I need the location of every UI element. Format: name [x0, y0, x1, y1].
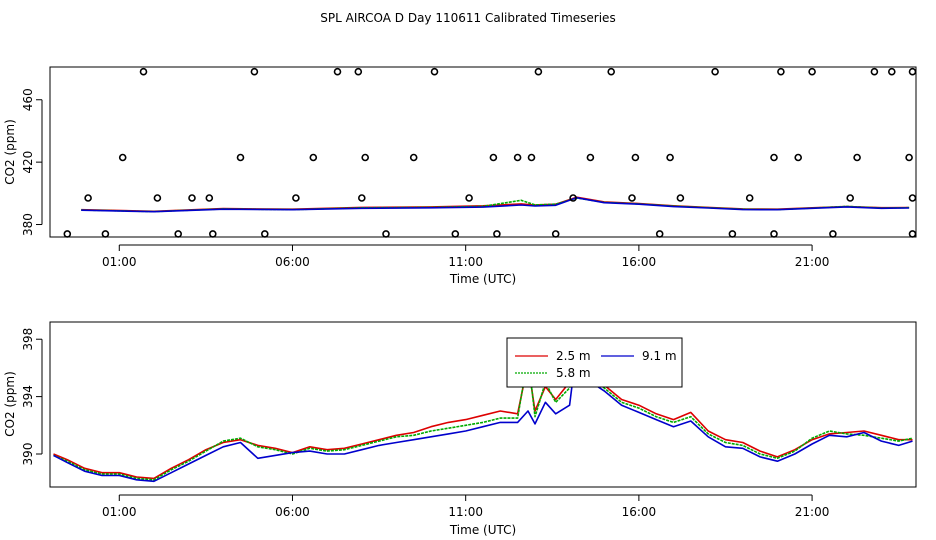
top-data-point: [534, 67, 543, 76]
top-data-point: [666, 153, 674, 162]
legend-label-9-1m: 9.1 m: [642, 349, 677, 363]
top-data-point: [292, 194, 300, 202]
top-data-point: [908, 230, 917, 238]
top-data-point: [153, 194, 162, 202]
top-data-point: [139, 67, 148, 76]
top-data-point: [174, 230, 182, 238]
top-data-point: [777, 67, 785, 76]
top-data-point: [655, 230, 664, 238]
top-data-point: [354, 67, 363, 76]
top-data-point: [236, 153, 245, 162]
bottom-series-line-2-5-m: [53, 344, 913, 480]
bottom-lines: [53, 344, 913, 483]
top-data-point: [808, 67, 816, 76]
top-data-point: [250, 67, 259, 76]
bottom-y-tick-label: 398: [21, 328, 35, 351]
figure-title: SPL AIRCOA D Day 110611 Calibrated Times…: [320, 11, 615, 25]
bottom-y-tick-label: 390: [21, 443, 35, 466]
top-y-tick-label: 380: [21, 213, 35, 236]
bottom-y-tick-label: 394: [21, 385, 35, 408]
legend-box: [506, 337, 683, 388]
bottom-x-tick-label: 21:00: [795, 505, 830, 519]
top-x-tick-label: 01:00: [102, 255, 137, 269]
top-data-point: [101, 230, 110, 238]
top-data-point: [205, 194, 214, 202]
top-data-point: [309, 153, 318, 162]
top-data-point: [794, 153, 803, 162]
top-x-axis: 01:00 06:00 11:00 16:00 21:00: [102, 244, 830, 269]
top-x-tick-label: 16:00: [622, 255, 657, 269]
top-data-point: [607, 67, 616, 76]
legend-label-2-5m: 2.5 m: [556, 349, 591, 363]
top-data-point: [569, 194, 577, 202]
top-data-point: [770, 153, 778, 162]
top-data-point: [676, 194, 685, 202]
top-data-point: [451, 230, 460, 238]
top-y-axis: 380 420 460: [21, 88, 43, 236]
top-data-point: [853, 153, 861, 162]
top-data-point: [527, 153, 536, 162]
top-data-point: [770, 230, 778, 238]
top-data-point: [513, 153, 522, 162]
top-data-point: [711, 67, 719, 76]
bottom-x-tick-label: 11:00: [448, 505, 483, 519]
top-data-point: [887, 67, 896, 76]
bottom-y-axis: 390 394 398: [21, 328, 43, 466]
top-data-point: [333, 67, 342, 76]
bottom-series-line-9-1-m: [53, 348, 913, 483]
bottom-y-axis-label: CO2 (ppm): [3, 371, 17, 437]
top-data-point: [908, 194, 917, 202]
top-data-point: [209, 230, 217, 238]
top-data-point: [63, 230, 72, 238]
bottom-x-tick-label: 01:00: [102, 505, 137, 519]
top-data-point: [361, 153, 370, 162]
top-x-tick-label: 21:00: [795, 255, 830, 269]
top-data-point: [745, 194, 754, 202]
top-y-axis-label: CO2 (ppm): [3, 119, 17, 185]
bottom-series-line-5-8-m: [53, 349, 913, 481]
top-data-point: [870, 67, 879, 76]
top-x-axis-label: Time (UTC): [449, 272, 516, 286]
top-data-point: [260, 230, 269, 238]
top-chart: 01:00 06:00 11:00 16:00 21:00 380 420 460 Time…: [3, 66, 917, 286]
legend: 2.5 m 9.1 m 5.8 m: [506, 337, 683, 388]
bottom-x-axis: 01:00 06:00 11:00 16:00 21:00: [102, 494, 830, 519]
top-data-point: [409, 153, 418, 162]
bottom-plot-frame: [49, 321, 917, 488]
top-x-tick-label: 06:00: [275, 255, 310, 269]
top-data-point: [489, 153, 498, 162]
top-points: [63, 67, 917, 238]
top-data-point: [631, 153, 640, 162]
bottom-x-axis-label: Time (UTC): [449, 523, 516, 537]
top-data-point: [382, 230, 390, 238]
top-plot-frame: [49, 66, 917, 238]
top-data-point: [908, 67, 917, 76]
bottom-chart: 01:00 06:00 11:00 16:00 21:00 390 394 398 2.5 …: [3, 321, 917, 537]
top-data-point: [493, 230, 501, 238]
top-data-point: [84, 194, 92, 202]
top-x-tick-label: 11:00: [448, 255, 483, 269]
top-data-point: [728, 230, 737, 238]
top-data-point: [188, 194, 196, 202]
bottom-x-tick-label: 16:00: [622, 505, 657, 519]
top-lines: [81, 196, 910, 213]
legend-label-5-8m: 5.8 m: [556, 366, 591, 380]
top-data-point: [357, 194, 366, 202]
top-data-point: [628, 194, 636, 202]
top-data-point: [118, 153, 127, 162]
top-y-tick-label: 460: [21, 88, 35, 111]
top-data-point: [465, 194, 473, 202]
top-data-point: [846, 194, 855, 202]
top-y-tick-label: 420: [21, 151, 35, 174]
bottom-x-tick-label: 06:00: [275, 505, 310, 519]
top-data-point: [430, 67, 439, 76]
top-data-point: [829, 230, 837, 238]
top-data-point: [551, 230, 560, 238]
top-data-point: [905, 153, 913, 162]
top-data-point: [586, 153, 595, 162]
